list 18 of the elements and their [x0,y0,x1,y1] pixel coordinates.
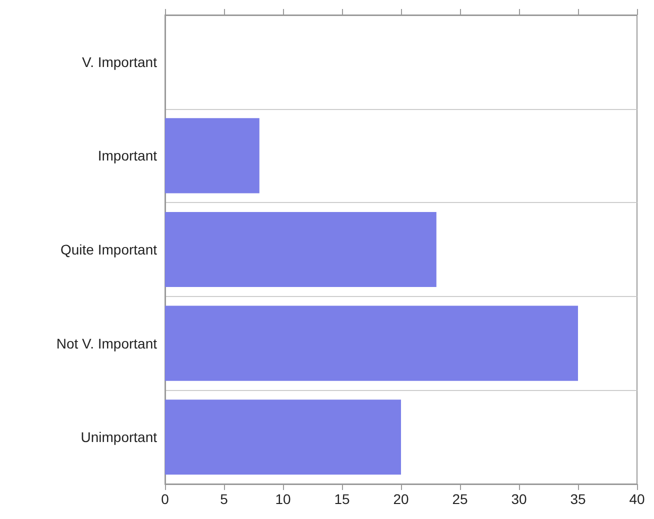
x-tick-label: 10 [275,491,291,507]
x-tick-label: 40 [629,491,645,507]
x-tick-label: 30 [511,491,527,507]
bar [165,400,401,475]
x-tick-label: 20 [393,491,409,507]
x-tick-label: 5 [220,491,228,507]
y-tick-label: Unimportant [80,429,158,446]
bar [165,212,436,288]
x-tick-label: 25 [452,491,468,507]
y-tick-label: Important [98,148,158,164]
bar [165,118,260,194]
y-tick-label: Quite Important [60,242,158,258]
y-tick-label: Not V. Important [56,335,158,352]
bar [165,306,578,381]
x-tick-label: 15 [334,491,350,507]
y-tick-label: V. Important [82,54,158,70]
x-tick-label: 0 [161,491,170,507]
x-tick-label: 35 [570,491,586,507]
